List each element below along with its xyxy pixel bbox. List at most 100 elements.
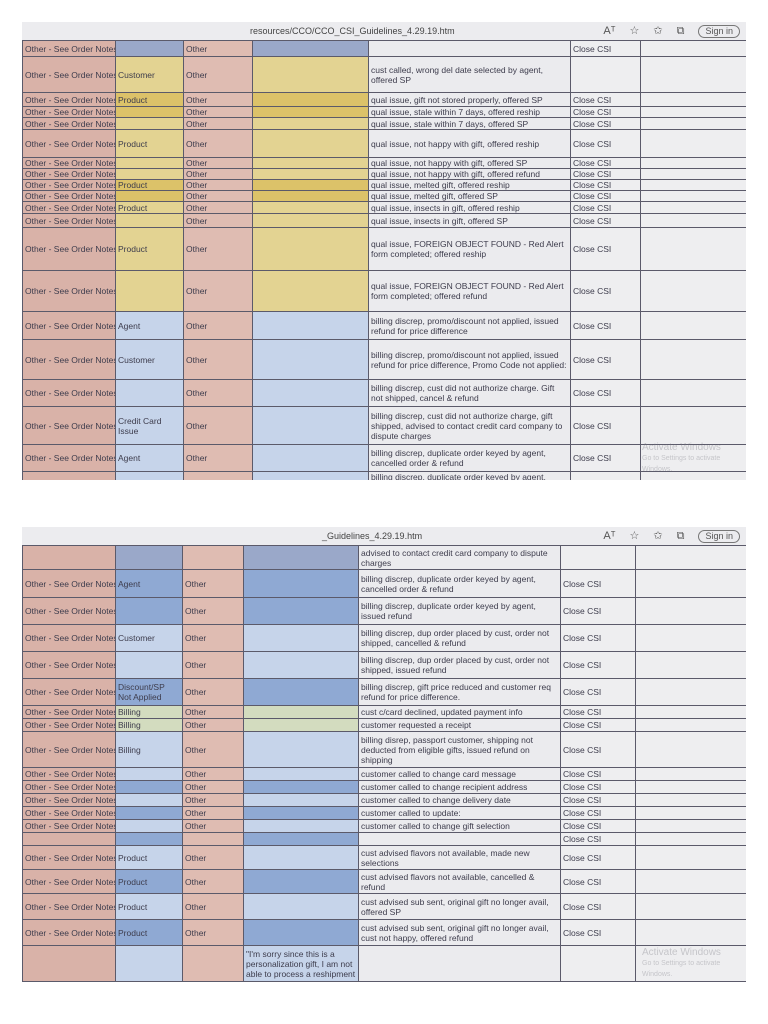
favorites-icon[interactable]: ✩ — [653, 25, 663, 37]
reason-cell: Other - See Order Notes — [22, 106, 116, 118]
script-cell — [252, 444, 369, 472]
action-cell: Close CSI — [570, 213, 641, 228]
script-cell — [252, 311, 369, 340]
empty-cell — [635, 624, 746, 652]
script-cell — [252, 270, 369, 312]
table-row: Other - See Order Notes Other billing disc… — [22, 651, 746, 679]
description-cell: customer called to change recipient addr… — [358, 780, 561, 794]
category-cell — [115, 168, 184, 180]
reason-cell: Other - See Order Notes — [22, 179, 116, 191]
action-cell: Close CSI — [570, 190, 641, 202]
sign-in-button[interactable]: Sign in — [698, 529, 740, 543]
category-cell: Credit Card Issue — [115, 406, 184, 445]
sign-in-button[interactable]: Sign in — [698, 24, 740, 38]
table-row: Other - See Order Notes Other customer cal… — [22, 780, 746, 794]
script-cell — [243, 832, 359, 846]
table-row: Other - See Order Notes Product Other qual … — [22, 179, 746, 191]
favorite-add-icon[interactable]: ☆ — [629, 530, 640, 542]
screen-photo-bottom: _Guidelines_4.29.19.htm Aᵀ ☆ ✩ ⧉ Sign in… — [22, 527, 746, 982]
table-row: Other - See Order Notes Product Other qual … — [22, 129, 746, 158]
type-cell: Other — [183, 117, 253, 130]
favorite-add-icon[interactable]: ☆ — [629, 25, 640, 37]
reason-cell: Other - See Order Notes — [22, 793, 116, 807]
reason-cell: Other - See Order Notes — [22, 190, 116, 202]
action-cell: Close CSI — [570, 444, 641, 472]
empty-cell — [640, 92, 746, 107]
empty-cell — [640, 168, 746, 180]
category-cell — [115, 40, 184, 57]
table-row: Other - See Order Notes Other customer cal… — [22, 767, 746, 781]
action-cell: Close CSI — [570, 117, 641, 130]
script-cell — [243, 731, 359, 768]
reason-cell: Other - See Order Notes — [22, 92, 116, 107]
action-cell: Close CSI — [570, 157, 641, 169]
table-row: "I'm sorry since this is a personalizati… — [22, 945, 746, 982]
description-cell: qual issue, melted gift, offered SP — [368, 190, 571, 202]
description-cell: cust c/card declined, updated payment in… — [358, 705, 561, 719]
empty-cell — [635, 806, 746, 820]
type-cell: Other — [183, 379, 253, 407]
reason-cell: Other - See Order Notes — [22, 379, 116, 407]
script-cell — [243, 718, 359, 732]
description-cell — [368, 40, 571, 57]
type-cell: Other — [182, 705, 244, 719]
description-cell: cust advised flavors not available, made… — [358, 845, 561, 870]
script-cell — [243, 819, 359, 833]
description-cell: customer called to update: — [358, 806, 561, 820]
reason-cell: Other - See Order Notes — [22, 117, 116, 130]
collections-icon[interactable]: ⧉ — [676, 25, 685, 37]
action-cell: Close CSI — [560, 705, 636, 719]
action-cell: Close CSI — [570, 227, 641, 271]
type-cell — [182, 832, 244, 846]
category-cell — [115, 651, 183, 679]
script-cell — [243, 919, 359, 946]
reason-cell: Other - See Order Notes — [22, 678, 116, 706]
type-cell: Other — [182, 597, 244, 625]
type-cell — [182, 545, 244, 570]
table-row: Other - See Order Notes Other qual issue, … — [22, 117, 746, 130]
action-cell: Close CSI — [560, 678, 636, 706]
type-cell: Other — [182, 731, 244, 768]
script-cell — [252, 213, 369, 228]
address-bar-url[interactable]: resources/CCO/CCO_CSI_Guidelines_4.29.19… — [250, 26, 455, 36]
empty-cell — [635, 718, 746, 732]
category-cell — [115, 117, 184, 130]
description-cell: qual issue, insects in gift, offered SP — [368, 213, 571, 228]
empty-cell — [640, 270, 746, 312]
read-aloud-icon[interactable]: Aᵀ — [603, 25, 616, 37]
table-row: Other - See Order Notes Other qual issue, … — [22, 157, 746, 169]
favorites-icon[interactable]: ✩ — [653, 530, 663, 542]
type-cell: Other — [183, 270, 253, 312]
type-cell: Other — [183, 129, 253, 158]
address-bar-url[interactable]: _Guidelines_4.29.19.htm — [322, 531, 423, 541]
category-cell — [115, 945, 183, 982]
empty-cell — [640, 213, 746, 228]
type-cell: Other — [183, 213, 253, 228]
action-cell: Close CSI — [570, 339, 641, 380]
category-cell: Product — [115, 201, 184, 214]
empty-cell — [640, 201, 746, 214]
table-row: Other - See Order Notes Agent Other billing… — [22, 569, 746, 598]
category-cell: Customer — [115, 339, 184, 380]
description-cell: billing discrep, cust did not authorize … — [368, 379, 571, 407]
table-row: Other - See Order Notes Other Close CSI — [22, 40, 746, 57]
action-cell: Close CSI — [560, 597, 636, 625]
category-cell — [115, 379, 184, 407]
script-cell — [243, 893, 359, 920]
read-aloud-icon[interactable]: Aᵀ — [603, 530, 616, 542]
category-cell — [115, 819, 183, 833]
empty-cell — [635, 945, 746, 982]
empty-cell — [635, 845, 746, 870]
table-row: Other - See Order Notes Product Other cust … — [22, 845, 746, 870]
table-row: Other - See Order Notes Product Other cust … — [22, 893, 746, 920]
empty-cell — [640, 157, 746, 169]
description-cell: billing discrep, duplicate order keyed b… — [368, 471, 571, 480]
category-cell: Product — [115, 92, 184, 107]
type-cell: Other — [183, 92, 253, 107]
reason-cell — [22, 545, 116, 570]
table-row: Other - See Order Notes Other customer cal… — [22, 793, 746, 807]
collections-icon[interactable]: ⧉ — [676, 530, 685, 542]
script-cell — [243, 569, 359, 598]
empty-cell — [635, 678, 746, 706]
empty-cell — [635, 893, 746, 920]
